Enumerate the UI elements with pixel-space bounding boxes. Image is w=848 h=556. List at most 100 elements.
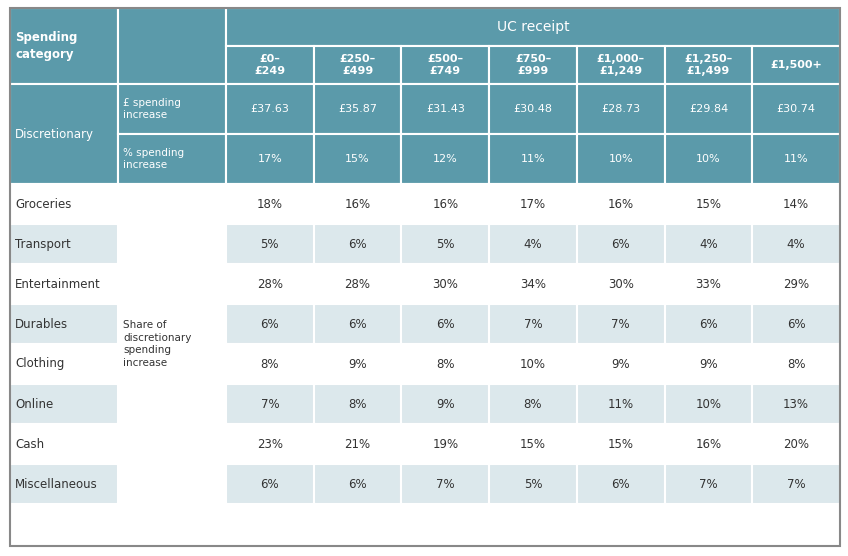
Text: 5%: 5% — [436, 237, 455, 251]
Bar — [665, 46, 752, 84]
Text: 28%: 28% — [257, 277, 283, 290]
Bar — [665, 304, 752, 344]
Bar — [226, 384, 314, 424]
Text: 11%: 11% — [608, 398, 633, 410]
Bar — [314, 84, 401, 134]
Text: 6%: 6% — [699, 317, 717, 330]
Text: 7%: 7% — [611, 317, 630, 330]
Bar — [314, 184, 401, 224]
Text: 30%: 30% — [432, 277, 458, 290]
Text: 21%: 21% — [344, 438, 371, 450]
Bar — [118, 8, 226, 84]
Text: 29%: 29% — [783, 277, 809, 290]
Text: Durables: Durables — [15, 317, 68, 330]
Bar — [577, 184, 665, 224]
Bar — [401, 184, 489, 224]
Bar — [314, 304, 401, 344]
Text: 4%: 4% — [787, 237, 806, 251]
Text: 10%: 10% — [696, 154, 721, 164]
Bar — [314, 46, 401, 84]
Text: 8%: 8% — [260, 358, 279, 370]
Bar — [314, 344, 401, 384]
Bar — [10, 84, 118, 184]
Text: Discretionary: Discretionary — [15, 127, 94, 141]
Bar — [314, 134, 401, 184]
Bar — [226, 424, 314, 464]
Text: 16%: 16% — [432, 197, 459, 211]
Text: 10%: 10% — [695, 398, 722, 410]
Bar — [577, 384, 665, 424]
Bar — [665, 184, 752, 224]
Text: 9%: 9% — [349, 358, 367, 370]
Text: Entertainment: Entertainment — [15, 277, 101, 290]
Text: 9%: 9% — [436, 398, 455, 410]
Bar — [314, 224, 401, 264]
Text: 8%: 8% — [349, 398, 367, 410]
Bar — [226, 464, 314, 504]
Text: 6%: 6% — [349, 478, 367, 490]
Bar — [226, 84, 314, 134]
Text: UC receipt: UC receipt — [497, 20, 569, 34]
Bar — [314, 424, 401, 464]
Text: £31.43: £31.43 — [426, 104, 465, 114]
Text: 6%: 6% — [611, 237, 630, 251]
Bar — [577, 84, 665, 134]
Text: 16%: 16% — [608, 197, 633, 211]
Text: £1,000–
£1,249: £1,000– £1,249 — [597, 54, 644, 76]
Text: 7%: 7% — [699, 478, 717, 490]
Bar — [401, 424, 489, 464]
Text: £250–
£499: £250– £499 — [339, 54, 376, 76]
Bar — [665, 224, 752, 264]
Bar — [10, 264, 118, 304]
Bar — [752, 264, 840, 304]
Text: £500–
£749: £500– £749 — [427, 54, 463, 76]
Bar — [401, 46, 489, 84]
Bar — [577, 224, 665, 264]
Text: 33%: 33% — [695, 277, 722, 290]
Bar — [118, 184, 226, 504]
Text: Cash: Cash — [15, 438, 44, 450]
Bar — [401, 464, 489, 504]
Text: £30.74: £30.74 — [777, 104, 816, 114]
Bar — [401, 344, 489, 384]
Text: Spending
category: Spending category — [15, 32, 77, 61]
Bar — [752, 46, 840, 84]
Bar — [752, 384, 840, 424]
Text: 6%: 6% — [260, 317, 279, 330]
Bar — [226, 184, 314, 224]
Text: 6%: 6% — [349, 317, 367, 330]
Text: 30%: 30% — [608, 277, 633, 290]
Text: £1,500+: £1,500+ — [770, 60, 822, 70]
Bar — [10, 384, 118, 424]
Bar — [489, 224, 577, 264]
Text: 20%: 20% — [784, 438, 809, 450]
Bar — [226, 8, 840, 46]
Text: 34%: 34% — [520, 277, 546, 290]
Bar — [577, 46, 665, 84]
Text: 6%: 6% — [787, 317, 806, 330]
Bar — [10, 224, 118, 264]
Text: 11%: 11% — [521, 154, 545, 164]
Bar — [665, 344, 752, 384]
Bar — [489, 344, 577, 384]
Bar — [577, 264, 665, 304]
Bar — [752, 464, 840, 504]
Text: 10%: 10% — [520, 358, 546, 370]
Text: 8%: 8% — [524, 398, 542, 410]
Bar — [665, 134, 752, 184]
Bar — [226, 46, 314, 84]
Bar — [226, 224, 314, 264]
Text: 10%: 10% — [608, 154, 633, 164]
Text: % spending
increase: % spending increase — [123, 148, 184, 170]
Bar — [752, 224, 840, 264]
Bar — [226, 134, 314, 184]
Bar — [10, 424, 118, 464]
Text: 6%: 6% — [260, 478, 279, 490]
Text: 8%: 8% — [787, 358, 806, 370]
Text: Clothing: Clothing — [15, 358, 64, 370]
Bar — [665, 384, 752, 424]
Bar — [10, 184, 118, 224]
Text: 5%: 5% — [524, 478, 542, 490]
Bar — [752, 304, 840, 344]
Bar — [577, 344, 665, 384]
